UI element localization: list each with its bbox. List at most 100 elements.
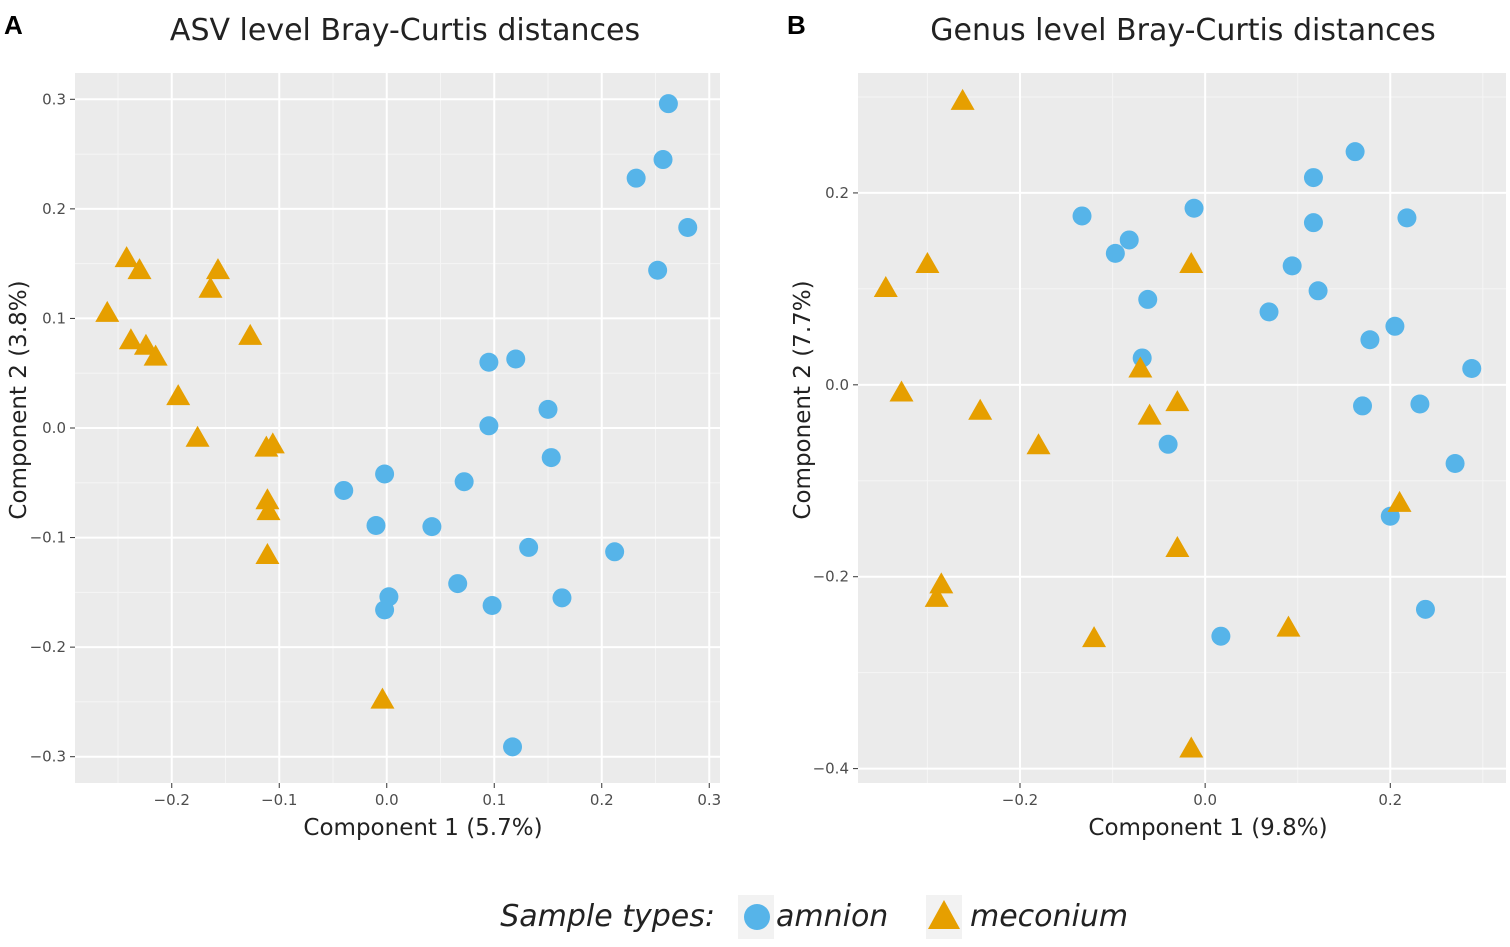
amnion-point: [1119, 230, 1139, 250]
amnion-point: [1360, 330, 1380, 350]
panel-a: A ASV level Bray-Curtis distances −0.2 −0…: [4, 10, 721, 841]
amnion-point: [626, 168, 646, 188]
meconium-point: [1387, 490, 1412, 512]
amnion-point: [1211, 626, 1231, 646]
meconium-point: [255, 488, 280, 510]
amnion-point: [1410, 394, 1430, 414]
amnion-point: [1353, 396, 1373, 416]
panel-b-y-tick-label: −0.4: [813, 760, 849, 778]
panel-b-grid: [858, 73, 1506, 783]
panel-b-x-axis-label: Component 1 (9.8%): [1088, 815, 1327, 841]
meconium-point: [1026, 433, 1051, 455]
meconium-point: [968, 398, 993, 420]
amnion-point: [1282, 256, 1302, 276]
meconium-point: [255, 543, 280, 565]
panel-a-y-tick-label: −0.1: [30, 529, 66, 547]
panel-b-y-axis-label: Component 2 (7.7%): [790, 280, 816, 519]
amnion-point: [334, 480, 354, 500]
panel-a-x-tick-label: 0.1: [482, 791, 506, 809]
meconium-point: [238, 323, 263, 345]
meconium-point: [254, 435, 279, 457]
panel-a-x-axis-label: Component 1 (5.7%): [303, 815, 542, 841]
panel-b-title: Genus level Bray-Curtis distances: [930, 13, 1435, 48]
panel-b-y-tick-label: 0.2: [825, 184, 849, 202]
legend: Sample types: amnion meconium: [500, 895, 1128, 939]
amnion-point: [1138, 289, 1158, 309]
meconium-point: [873, 275, 898, 297]
amnion-point: [678, 217, 698, 237]
panel-b-y-tick-label: −0.2: [813, 568, 849, 586]
panel-b-points: [873, 88, 1482, 758]
meconium-point: [185, 425, 210, 447]
meconium-point: [166, 384, 191, 406]
amnion-point: [422, 517, 442, 537]
legend-amnion-symbol: [744, 904, 770, 930]
meconium-point: [929, 572, 954, 594]
amnion-point: [519, 537, 539, 557]
panel-a-y-tick-label: 0.1: [42, 309, 66, 327]
meconium-point: [889, 380, 914, 402]
meconium-point: [1137, 403, 1162, 425]
meconium-point: [1179, 251, 1204, 273]
amnion-point: [375, 600, 395, 620]
amnion-point: [1415, 599, 1435, 619]
amnion-point: [658, 94, 678, 114]
amnion-point: [1397, 208, 1417, 228]
amnion-point: [479, 416, 499, 436]
amnion-point: [506, 349, 526, 369]
amnion-point: [648, 260, 668, 280]
panel-a-x-tick-label: 0.3: [697, 791, 721, 809]
panel-b-x-tick-label: −0.2: [1002, 791, 1038, 809]
panel-a-x-ticks: −0.2 −0.1 0.0 0.1 0.2 0.3: [154, 783, 721, 809]
meconium-point: [205, 258, 230, 280]
legend-label-meconium: meconium: [970, 899, 1128, 934]
amnion-point: [541, 448, 561, 468]
amnion-point: [1303, 213, 1323, 233]
meconium-point: [1128, 356, 1153, 378]
amnion-point: [503, 737, 523, 757]
amnion-point: [1385, 316, 1405, 336]
meconium-point: [1165, 535, 1190, 557]
amnion-point: [1184, 198, 1204, 218]
amnion-point: [538, 399, 558, 419]
panel-a-x-tick-label: 0.2: [590, 791, 614, 809]
panel-a-x-tick-label: −0.1: [261, 791, 297, 809]
meconium-point: [118, 328, 143, 350]
panel-b-x-tick-label: 0.0: [1193, 791, 1217, 809]
meconium-point: [924, 585, 949, 607]
panel-a-y-tick-label: 0.3: [42, 90, 66, 108]
panel-b-plot-background: [858, 73, 1506, 783]
meconium-point: [1179, 736, 1204, 758]
panel-a-x-tick-label: 0.0: [375, 791, 399, 809]
panel-b-x-tick-label: 0.2: [1378, 791, 1402, 809]
meconium-point: [1276, 615, 1301, 637]
amnion-point: [1308, 281, 1328, 301]
panel-b-letter: B: [787, 10, 806, 40]
amnion-point: [366, 516, 386, 536]
amnion-point: [1462, 359, 1482, 379]
meconium-point: [143, 344, 168, 366]
meconium-point: [95, 300, 120, 322]
panel-a-y-axis-label: Component 2 (3.8%): [6, 280, 32, 519]
amnion-point: [1259, 302, 1279, 322]
panel-a-y-tick-label: −0.2: [30, 638, 66, 656]
amnion-point: [448, 574, 468, 594]
panel-a-letter: A: [4, 10, 23, 40]
meconium-point: [256, 499, 281, 521]
amnion-point: [1345, 142, 1365, 162]
panel-a-y-ticks: −0.3 −0.2 −0.1 0.0 0.1 0.2 0.3: [30, 90, 75, 766]
amnion-point: [605, 542, 625, 562]
meconium-point: [127, 258, 152, 280]
panel-a-grid: [75, 73, 720, 783]
amnion-point: [1303, 168, 1323, 188]
meconium-point: [915, 251, 940, 273]
panel-b: B Genus level Bray-Curtis distances −0.2…: [787, 10, 1506, 841]
legend-title: Sample types:: [500, 899, 715, 934]
amnion-point: [482, 596, 502, 615]
meconium-point: [950, 88, 975, 110]
panel-a-y-tick-label: 0.0: [42, 419, 66, 437]
meconium-point: [198, 276, 223, 298]
panel-b-x-ticks: −0.2 0.0 0.2: [1002, 783, 1402, 809]
amnion-point: [479, 352, 499, 372]
